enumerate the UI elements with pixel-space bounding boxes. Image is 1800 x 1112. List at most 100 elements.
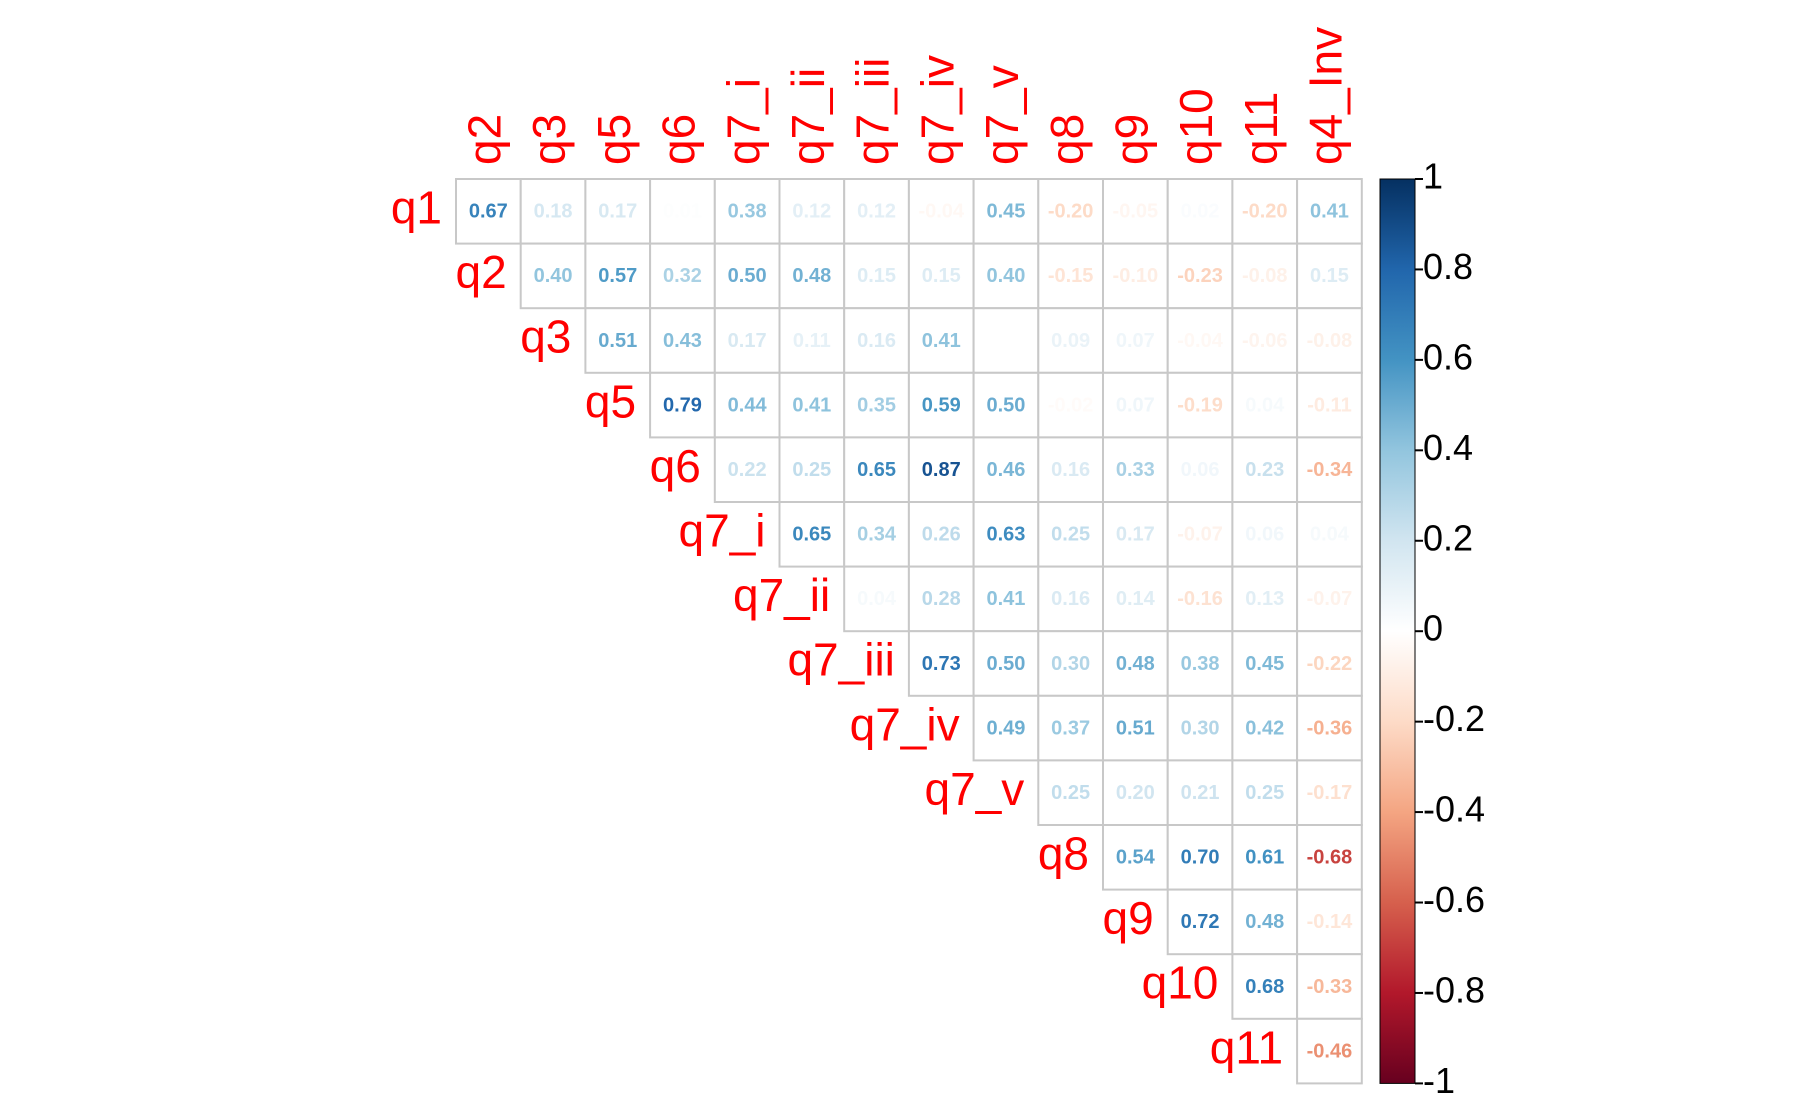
cell <box>972 694 1040 762</box>
cell <box>1296 759 1363 827</box>
value-label: 0.16 <box>1051 588 1090 610</box>
value-label: 0.30 <box>1051 653 1090 675</box>
cell <box>1166 178 1234 245</box>
value-label: -0.20 <box>1048 201 1094 223</box>
cell <box>1231 953 1299 1020</box>
value-label: 0.61 <box>1245 847 1284 869</box>
value-label: -0.04 <box>1177 330 1223 352</box>
cell <box>455 178 522 245</box>
cell <box>972 501 1040 568</box>
value-label: -0.36 <box>1307 717 1353 739</box>
colorbar-tick-label: 0.2 <box>1423 517 1473 558</box>
value-label: 0.21 <box>1181 782 1220 804</box>
value-label: 0.20 <box>1116 782 1155 804</box>
cell <box>1166 824 1234 891</box>
value-label: 0.25 <box>1051 524 1090 546</box>
value-label: 0.59 <box>922 394 961 416</box>
value-label: 0.50 <box>986 653 1025 675</box>
value-label: 0.35 <box>857 394 896 416</box>
colorbar-tick-label: 0 <box>1423 608 1443 649</box>
value-label: -0.08 <box>1242 265 1288 287</box>
cell <box>1231 565 1299 633</box>
cell <box>778 307 846 374</box>
value-label: 0.09 <box>1051 330 1090 352</box>
cell <box>1037 759 1105 827</box>
cell <box>1102 307 1169 374</box>
value-label: -0.08 <box>1307 330 1353 352</box>
value-label: 0.22 <box>728 459 767 481</box>
cell <box>1166 501 1234 568</box>
value-label: 0.54 <box>1116 847 1156 869</box>
value-label: -0.06 <box>1242 330 1288 352</box>
cell <box>972 565 1040 633</box>
value-label: 0.13 <box>1245 588 1284 610</box>
cell <box>584 242 652 310</box>
cell <box>1102 565 1169 633</box>
value-label: 0.48 <box>1116 653 1155 675</box>
row-label: q7_ii <box>733 569 830 621</box>
row-label: q1 <box>391 181 442 233</box>
value-label: 0.67 <box>469 201 508 223</box>
colorbar-tick-label: 0.6 <box>1423 336 1473 377</box>
cell <box>907 242 975 310</box>
cell <box>1102 694 1169 762</box>
value-label: 0.41 <box>792 394 831 416</box>
value-label: -0.68 <box>1307 847 1353 869</box>
cell <box>1231 501 1299 568</box>
value-label: 0.48 <box>1245 911 1284 933</box>
cell <box>584 307 652 374</box>
cell <box>1102 824 1169 891</box>
column-label: q6 <box>653 114 705 165</box>
cell <box>1037 178 1105 245</box>
cell <box>1296 501 1363 568</box>
value-label: 0.04 <box>1310 524 1350 546</box>
cell <box>778 501 846 568</box>
value-label: 0.25 <box>1051 782 1090 804</box>
column-label: q7_iii <box>847 58 899 165</box>
value-label: -0.15 <box>1048 265 1094 287</box>
value-label: 0.14 <box>1116 588 1156 610</box>
cell <box>649 242 716 310</box>
value-label: 0.41 <box>1310 201 1349 223</box>
value-label: 0.65 <box>792 524 831 546</box>
cell <box>1037 436 1105 503</box>
cell <box>1231 371 1299 439</box>
value-label: -0.17 <box>1307 782 1353 804</box>
cell <box>1102 630 1169 697</box>
column-label: q4_Inv <box>1300 27 1352 165</box>
value-label: 0.23 <box>1245 459 1284 481</box>
cell <box>1166 565 1234 633</box>
cell <box>972 242 1040 310</box>
value-label: 0.11 <box>793 330 831 352</box>
value-label: -0.05 <box>1113 201 1159 223</box>
value-label: 0.15 <box>922 265 961 287</box>
value-label: 0.50 <box>728 265 767 287</box>
column-label: q3 <box>523 114 575 165</box>
cell <box>972 630 1040 697</box>
cell <box>843 242 910 310</box>
value-label: 0.12 <box>857 201 896 223</box>
value-label: 0.30 <box>1181 717 1220 739</box>
value-label: -0.10 <box>1113 265 1159 287</box>
value-label: 0.44 <box>728 394 768 416</box>
value-label: 0.26 <box>922 524 961 546</box>
cell <box>778 371 846 439</box>
cell <box>649 307 716 374</box>
cell <box>1296 888 1363 956</box>
cell <box>1231 694 1299 762</box>
value-label: 0.25 <box>792 459 831 481</box>
value-label: -0.19 <box>1177 394 1223 416</box>
row-label: q9 <box>1103 892 1154 944</box>
cell <box>778 178 846 245</box>
value-label: -0.23 <box>1177 265 1223 287</box>
cell <box>1166 307 1234 374</box>
cell <box>972 371 1040 439</box>
value-label: -0.16 <box>1177 588 1223 610</box>
cell <box>907 436 975 503</box>
colorbar-tick-label: 0.8 <box>1423 246 1473 287</box>
cell <box>972 436 1040 503</box>
value-label: -0.22 <box>1307 653 1353 675</box>
row-label: q7_v <box>925 763 1025 815</box>
value-label: -0.33 <box>1307 976 1353 998</box>
